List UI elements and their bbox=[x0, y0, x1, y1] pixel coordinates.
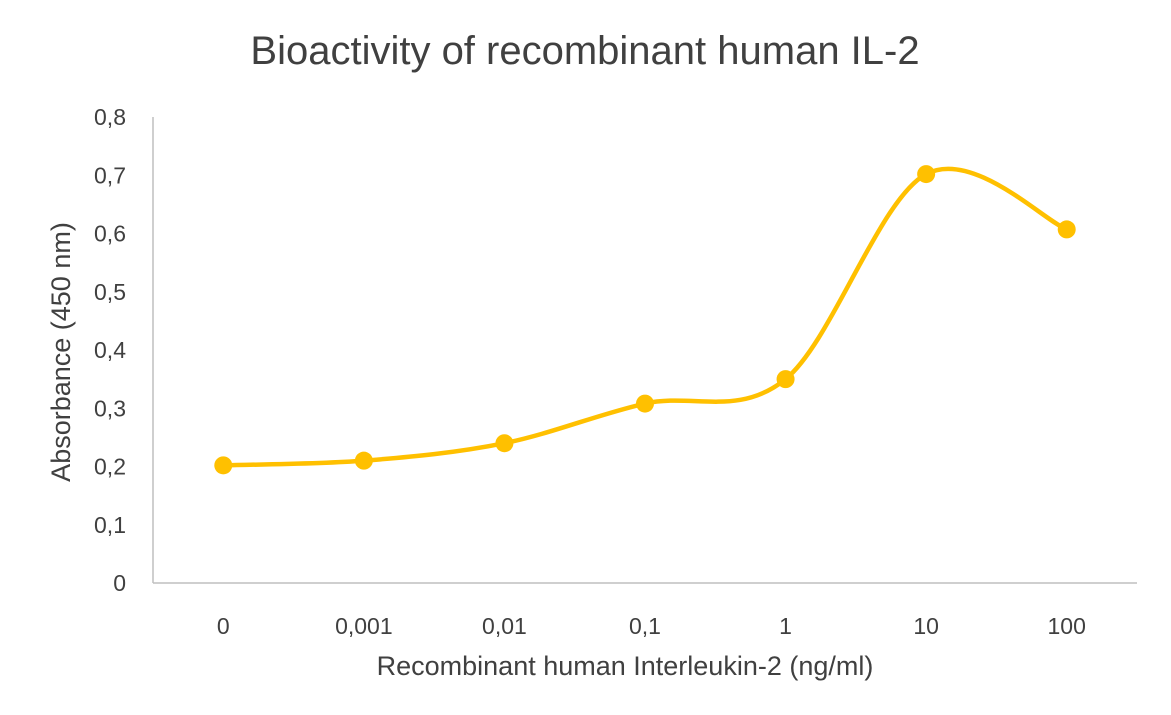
y-tick-label: 0,1 bbox=[94, 512, 126, 538]
series-line bbox=[221, 166, 1069, 468]
x-tick-label: 1 bbox=[779, 613, 792, 639]
data-points bbox=[214, 165, 1076, 475]
x-tick-label: 0,01 bbox=[482, 613, 527, 639]
x-axis-title: Recombinant human Interleukin-2 (ng/ml) bbox=[377, 651, 874, 681]
y-axis-tick-labels: 0 0,1 0,2 0,3 0,4 0,5 0,6 0,7 0,8 bbox=[94, 104, 126, 596]
x-tick-label: 0,001 bbox=[335, 613, 393, 639]
y-tick-label: 0,3 bbox=[94, 395, 126, 421]
y-tick-label: 0,2 bbox=[94, 454, 126, 480]
x-tick-label: 0 bbox=[217, 613, 230, 639]
y-tick-label: 0,5 bbox=[94, 279, 126, 305]
x-axis-tick-labels: 0 0,001 0,01 0,1 1 10 100 bbox=[217, 613, 1086, 639]
y-tick-label: 0,4 bbox=[94, 337, 126, 363]
y-tick-label: 0,8 bbox=[94, 104, 126, 130]
data-point bbox=[636, 394, 654, 413]
data-point bbox=[776, 370, 795, 389]
data-point bbox=[917, 165, 936, 184]
y-tick-label: 0,6 bbox=[94, 221, 126, 247]
chart-title: Bioactivity of recombinant human IL-2 bbox=[250, 29, 919, 73]
x-tick-label: 100 bbox=[1048, 613, 1086, 639]
y-tick-label: 0,7 bbox=[94, 162, 126, 188]
y-tick-label: 0 bbox=[113, 570, 126, 596]
data-point bbox=[214, 456, 233, 475]
data-point bbox=[1057, 220, 1076, 239]
x-tick-label: 10 bbox=[913, 613, 939, 639]
y-axis-title: Absorbance (450 nm) bbox=[46, 222, 76, 482]
x-tick-label: 0,1 bbox=[629, 613, 661, 639]
data-point bbox=[354, 451, 373, 470]
data-point bbox=[495, 434, 514, 453]
